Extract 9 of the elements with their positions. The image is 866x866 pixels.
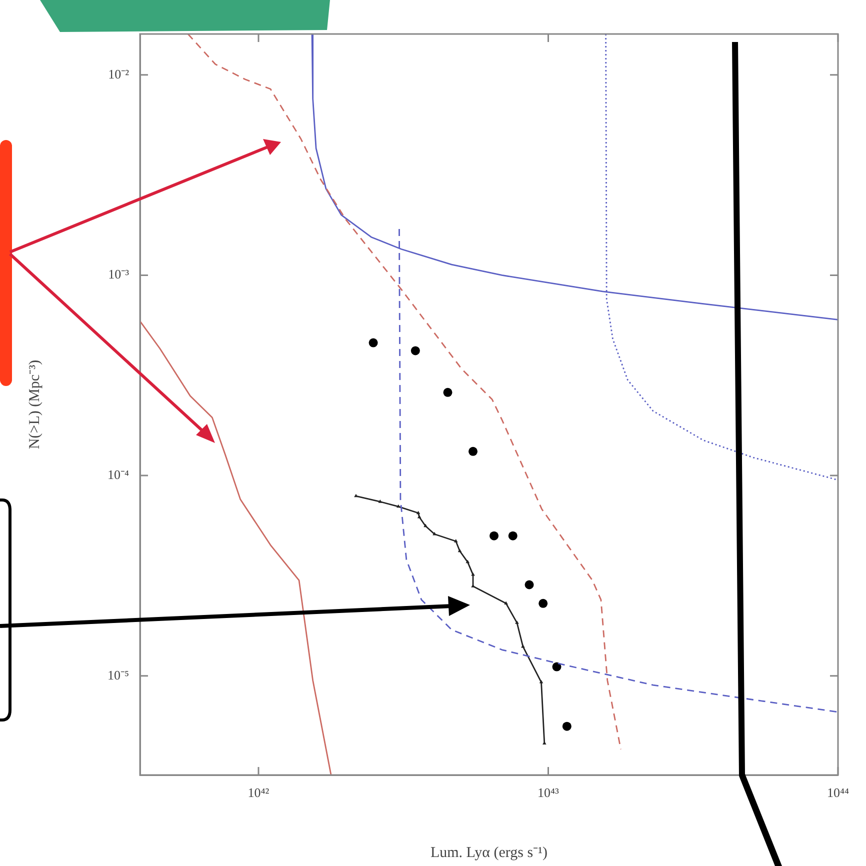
x-axis-title: Lum. Lyα (ergs s⁻¹) [430,844,548,861]
y-tick-label: 10⁻³ [108,266,130,282]
x-tick-label: 10⁴³ [538,785,560,800]
x-tick-label: 10⁴² [248,785,270,800]
y-tick-label: 10⁻⁵ [107,667,129,682]
x-tick-label: 10⁴⁴ [826,785,850,800]
y-axis-title: N(>L) (Mpc⁻³) [26,360,43,450]
y-tick-label: 10⁻⁴ [107,466,130,482]
y-tick-label: 10⁻² [108,66,130,82]
